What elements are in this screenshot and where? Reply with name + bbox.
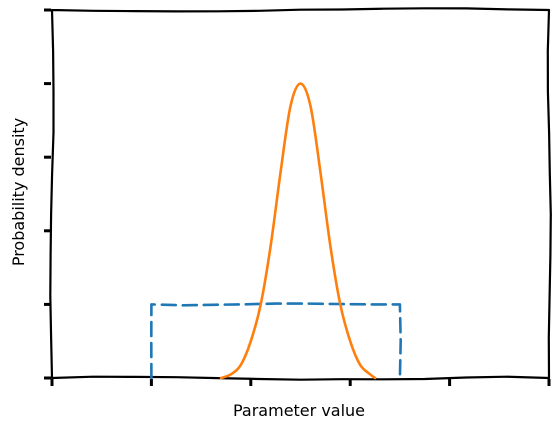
y-axis-label: Probability density [9,118,28,266]
x-axis-label: Parameter value [233,401,365,420]
plot-border [49,7,552,381]
y-ticks [44,8,51,380]
series-line-peaked [219,82,377,380]
series-line-uniform [150,302,402,380]
plot-frame [49,7,552,381]
x-ticks [50,379,551,386]
series [150,82,402,380]
